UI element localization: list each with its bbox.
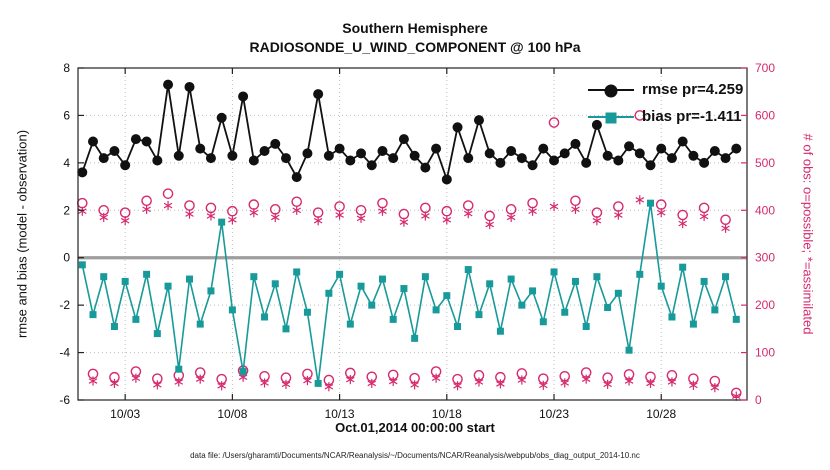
bias-series xyxy=(78,199,740,387)
rmse-marker-icon xyxy=(604,84,618,97)
axes-box xyxy=(77,67,748,401)
chart-subtitle: RADIOSONDE_U_WIND_COMPONENT @ 100 hPa xyxy=(249,39,581,55)
legend-item-rmse[interactable]: rmse pr=4.259 xyxy=(588,76,743,103)
data-file-caption: data file: /Users/gharamti/Documents/NCA… xyxy=(190,451,640,460)
svg-text:400: 400 xyxy=(755,203,775,217)
svg-text:8: 8 xyxy=(63,61,70,75)
x-axis-label: Oct.01,2014 00:00:00 start xyxy=(335,420,495,435)
bias-line-swatch xyxy=(588,112,634,123)
svg-text:10/08: 10/08 xyxy=(217,407,247,421)
axis-ticks xyxy=(78,67,747,401)
svg-text:500: 500 xyxy=(755,156,775,170)
svg-text:600: 600 xyxy=(755,108,775,122)
svg-text:10/23: 10/23 xyxy=(539,407,569,421)
svg-text:300: 300 xyxy=(755,251,775,265)
legend: rmse pr=4.259 bias pr=-1.411 xyxy=(588,76,743,130)
svg-text:-6: -6 xyxy=(59,393,70,407)
legend-item-bias[interactable]: bias pr=-1.411 xyxy=(588,103,743,130)
svg-text:700: 700 xyxy=(755,61,775,75)
svg-text:6: 6 xyxy=(63,108,70,122)
assimilated-obs-markers xyxy=(78,195,741,401)
legend-rmse-label: rmse pr=4.259 xyxy=(642,81,744,98)
svg-text:200: 200 xyxy=(755,298,775,312)
svg-text:-4: -4 xyxy=(59,346,70,360)
bias-marker-icon xyxy=(605,112,617,123)
svg-text:0: 0 xyxy=(755,393,762,407)
svg-text:4: 4 xyxy=(63,156,70,170)
svg-text:100: 100 xyxy=(755,346,775,360)
svg-text:10/18: 10/18 xyxy=(432,407,462,421)
legend-bias-label: bias pr=-1.411 xyxy=(642,108,742,125)
chart-title: Southern Hemisphere xyxy=(342,20,488,36)
tick-labels: -6 -4 -2 0 2 4 6 8 0 100 200 300 400 500 600 700 10/03 10… xyxy=(59,61,775,421)
svg-text:10/28: 10/28 xyxy=(646,407,676,421)
grid-lines xyxy=(78,67,747,401)
svg-text:-2: -2 xyxy=(59,298,70,312)
svg-text:10/03: 10/03 xyxy=(110,407,140,421)
svg-text:2: 2 xyxy=(63,203,70,217)
svg-text:0: 0 xyxy=(63,251,70,265)
rmse-series xyxy=(77,79,742,185)
rmse-line-swatch xyxy=(588,84,634,97)
svg-text:10/13: 10/13 xyxy=(325,407,355,421)
